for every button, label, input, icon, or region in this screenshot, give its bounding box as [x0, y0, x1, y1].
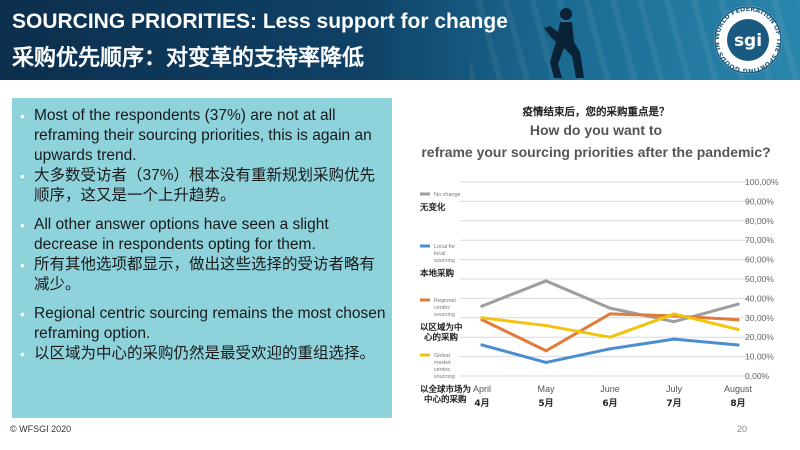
sgi-logo: WORLD FEDERATION OF THE SPORTING GOODS I…	[712, 4, 783, 75]
data-point	[480, 316, 484, 320]
data-point	[544, 323, 548, 328]
data-point	[736, 318, 740, 322]
bullet-6: • 以区域为中心的采购仍然是最受欢迎的重组选择。	[20, 344, 386, 364]
y-tick-label: 0,00%	[745, 371, 770, 381]
page-title: SOURCING PRIORITIES: Less support for ch…	[12, 10, 508, 33]
x-tick-label: August	[724, 384, 753, 394]
data-point	[736, 343, 740, 347]
bullet-4: • 所有其他选项都显示，做出这些选择的受访者略有减少。	[20, 255, 386, 295]
series-line-1	[480, 337, 740, 364]
legend-label: Regional centric sourcing	[434, 298, 456, 318]
y-tick-label: 10,00%	[745, 352, 774, 362]
data-point	[608, 335, 612, 339]
x-tick-label: June	[600, 384, 620, 394]
page-number: 20	[737, 424, 748, 434]
legend-label: Global market centric sourcing	[434, 353, 455, 380]
legend-label-zh: 以全球市场为中心的采购	[420, 384, 471, 405]
y-tick-label: 80,00%	[745, 216, 774, 226]
chart-y-ticks: 0,00% 10,00% 20,00% 30,00% 40,00% 50,00% 60,00…	[745, 177, 779, 381]
line-chart: 疫情结束后，您的采购重点是？ How do you want to refram…	[419, 105, 779, 409]
data-point	[608, 347, 612, 351]
y-tick-label: 70,00%	[745, 235, 774, 245]
legend-label-zh: 以区域为中心的采购	[420, 322, 463, 343]
data-point	[608, 306, 612, 310]
legend-label: No change	[434, 192, 461, 198]
page-subtitle-zh: 采购优先顺序：对变革的支持率降低	[12, 45, 365, 70]
chart-x-ticks: April 4月 May 5月 June 6月 July 7月 August 8月	[473, 384, 753, 409]
y-tick-label: 40,00%	[745, 293, 774, 303]
chart-title-en-line2: reframe your sourcing priorities after t…	[421, 144, 770, 160]
data-point	[544, 360, 548, 365]
bullet-text: 所有其他选项都显示，做出这些选择的受访者略有减少。	[34, 256, 376, 293]
runner-silhouette	[544, 8, 584, 78]
bullet-text: 大多数受访者（37%）根本没有重新规划采购优先顺序，这又是一个上升趋势。	[34, 167, 376, 204]
data-point	[672, 312, 676, 316]
y-tick-label: 20,00%	[745, 332, 774, 342]
x-tick-label-zh: 5月	[538, 398, 553, 409]
bullet-text: Most of the respondents (37%) are not at…	[34, 107, 372, 164]
data-point	[672, 337, 676, 341]
chart-gridlines	[460, 181, 750, 377]
logo-text: sgi	[734, 31, 762, 51]
x-tick-label-zh: 8月	[730, 398, 745, 409]
legend-label-zh: 本地采购	[420, 268, 455, 279]
bullet-dot-icon: •	[20, 257, 25, 273]
data-point	[736, 327, 740, 332]
bullet-dot-icon: •	[20, 108, 25, 124]
x-tick-label-zh: 6月	[602, 398, 617, 409]
y-tick-label: 100,00%	[745, 177, 779, 187]
bullet-text: All other answer options have seen a sli…	[34, 216, 329, 253]
chart-title-en-line1: How do you want to	[530, 122, 662, 138]
bullet-1: • Most of the respondents (37%) are not a…	[20, 106, 386, 166]
data-point	[672, 320, 676, 324]
bullet-5: • Regional centric sourcing remains the m…	[20, 304, 386, 344]
data-point	[544, 349, 548, 353]
bullet-text: 以区域为中心的采购仍然是最受欢迎的重组选择。	[34, 345, 376, 362]
data-point	[544, 279, 548, 283]
x-tick-label: May	[537, 384, 555, 394]
legend-label: Local for local sourcing	[434, 244, 455, 264]
bullet-panel: • Most of the respondents (37%) are not a…	[12, 98, 392, 418]
bullet-dot-icon: •	[20, 217, 25, 233]
chart-series	[480, 279, 740, 365]
bullet-text: Regional centric sourcing remains the mo…	[34, 305, 386, 342]
y-tick-label: 50,00%	[745, 274, 774, 284]
bullet-dot-icon: •	[20, 306, 25, 322]
x-tick-label: July	[666, 384, 683, 394]
y-tick-label: 30,00%	[745, 313, 774, 323]
bullet-2: • 大多数受访者（37%）根本没有重新规划采购优先顺序，这又是一个上升趋势。	[20, 166, 386, 206]
data-point	[480, 343, 484, 347]
chart-legend: No change 无变化 Local for local sourcing 本地采购 Re…	[419, 192, 471, 405]
x-tick-label-zh: 7月	[666, 398, 681, 409]
header-band: SOURCING PRIORITIES: Less support for ch…	[0, 0, 800, 80]
legend-label-zh: 无变化	[419, 202, 446, 213]
bullet-dot-icon: •	[20, 168, 25, 184]
chart-title-zh: 疫情结束后，您的采购重点是？	[523, 105, 670, 118]
data-point	[608, 312, 612, 316]
data-point	[480, 304, 484, 308]
bullet-dot-icon: •	[20, 346, 25, 362]
footer-copyright: © WFSGI 2020	[10, 424, 72, 434]
data-point	[736, 302, 740, 306]
bullet-3: • All other answer options have seen a sl…	[20, 215, 386, 255]
x-tick-label: April	[473, 384, 491, 394]
y-tick-label: 60,00%	[745, 255, 774, 265]
y-tick-label: 90,00%	[745, 196, 774, 206]
x-tick-label-zh: 4月	[474, 398, 489, 409]
